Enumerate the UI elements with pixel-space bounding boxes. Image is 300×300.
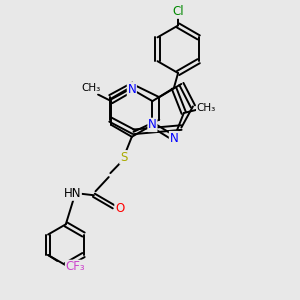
Text: CH₃: CH₃ (196, 103, 216, 113)
Text: O: O (115, 202, 124, 215)
Text: CF₃: CF₃ (66, 260, 85, 273)
Text: N: N (148, 118, 157, 131)
Text: S: S (120, 151, 127, 164)
Text: HN: HN (64, 187, 81, 200)
Text: N: N (169, 132, 178, 145)
Text: CH₃: CH₃ (82, 83, 101, 93)
Text: Cl: Cl (172, 5, 184, 18)
Text: N: N (128, 83, 136, 96)
